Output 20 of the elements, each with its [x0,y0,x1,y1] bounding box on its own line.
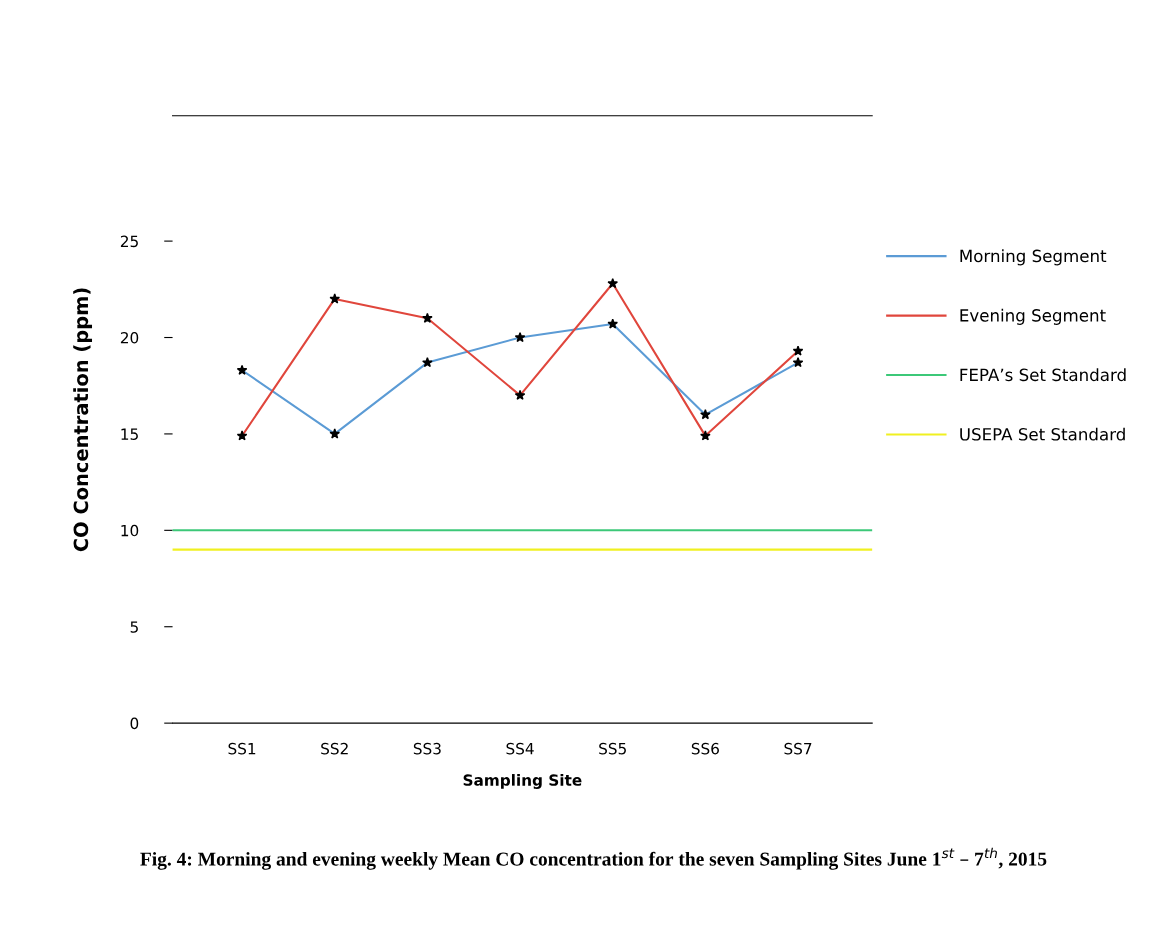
legend-label: Evening Segment [960,308,1106,325]
y-tick-label: 20 [120,331,139,344]
x-axis-title: Sampling Site [463,774,582,789]
legend-label: FEPA’s Set Standard [960,368,1126,382]
x-tick-label: SS3 [413,742,441,755]
x-tick-label: SS7 [784,742,812,755]
y-tick-label: 10 [121,524,139,537]
x-tick-label: SS6 [691,742,719,755]
caption: Fig. 4: Morning and evening weekly Mean CO concentration for the seven Sampling Sites June 1$^{st}$ – 7$^{th}$, 2015 [140,847,1047,870]
y-tick-label: 25 [120,235,138,248]
x-tick-label: SS1 [228,742,256,755]
x-tick-label: SS5 [599,742,626,755]
legend-label: USEPA Set Standard [960,427,1125,441]
legend-label: Morning Segment [960,249,1107,266]
y-axis-title: CO Concentration (ppm) [73,288,93,552]
y-tick-label: 0 [130,717,139,730]
y-tick-label: 5 [130,621,138,633]
x-tick-label: SS4 [506,742,534,755]
y-tick-label: 15 [121,428,138,440]
x-tick-label: SS2 [321,742,348,755]
